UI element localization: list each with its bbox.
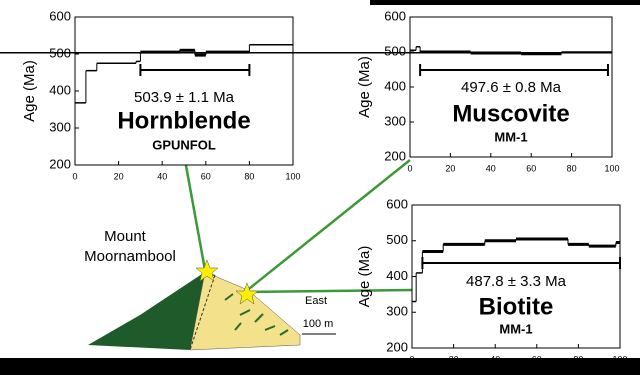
x-tick-label: 40: [486, 163, 496, 173]
y-tick-label: 200: [384, 148, 406, 163]
x-tick-label: 80: [567, 163, 577, 173]
y-axis-label: Age (Ma): [356, 56, 373, 118]
link: [245, 160, 410, 292]
x-tick-label: 0: [407, 163, 412, 173]
x-tick-label: 100: [612, 354, 627, 364]
mineral-title: Hornblende: [117, 107, 250, 134]
x-tick-label: 60: [201, 171, 211, 181]
x-tick-label: 40: [490, 354, 500, 364]
plateau-age: 503.9 ± 1.1 Ma: [134, 89, 235, 106]
y-tick-label: 400: [386, 268, 408, 283]
y-tick-label: 200: [386, 339, 408, 354]
x-tick-label: 0: [409, 354, 414, 364]
x-tick-label: 20: [449, 354, 459, 364]
plateau-age: 487.8 ± 3.3 Ma: [466, 273, 567, 290]
x-tick-label: 20: [114, 171, 124, 181]
y-tick-label: 300: [49, 119, 71, 134]
link: [245, 290, 412, 292]
y-tick-label: 400: [49, 82, 71, 97]
bottom-band: [0, 358, 640, 375]
mineral-title: Muscovite: [452, 100, 569, 127]
y-tick-label: 300: [386, 304, 408, 319]
x-tick-label: 40: [157, 171, 167, 181]
x-tick-label: 0: [72, 171, 77, 181]
x-tick-label: 80: [573, 354, 583, 364]
x-tick-label: 20: [445, 163, 455, 173]
x-tick-label: 100: [604, 163, 619, 173]
y-tick-label: 500: [386, 232, 408, 247]
mineral-title: Biotite: [479, 293, 554, 320]
x-tick-label: 80: [244, 171, 254, 181]
y-tick-label: 600: [384, 8, 406, 23]
east-label: East: [305, 295, 327, 307]
x-tick-label: 60: [532, 354, 542, 364]
mountain-label: Moornambool: [84, 248, 176, 265]
y-tick-label: 600: [49, 8, 71, 23]
plateau-age: 497.6 ± 0.8 Ma: [461, 79, 562, 96]
y-tick-label: 400: [384, 78, 406, 93]
scale-label: 100 m: [303, 318, 334, 330]
sample-label: GPUNFOL: [152, 137, 216, 152]
x-tick-label: 100: [285, 171, 300, 181]
y-tick-label: 200: [49, 156, 71, 171]
y-axis-label: Age (Ma): [356, 246, 373, 308]
sample-label: MM-1: [499, 321, 532, 336]
y-tick-label: 500: [384, 43, 406, 58]
y-axis-label: Age (Ma): [21, 60, 38, 122]
x-tick-label: 60: [526, 163, 536, 173]
top-band: [370, 0, 640, 5]
west-label: West: [118, 290, 143, 302]
sample-label: MM-1: [494, 129, 527, 144]
figure: Mount Moornambool West East 100 m 200300…: [0, 0, 640, 375]
hill-east: [190, 272, 300, 350]
mountain-label: Mount: [104, 228, 147, 245]
y-tick-label: 300: [384, 113, 406, 128]
y-tick-label: 600: [386, 196, 408, 211]
